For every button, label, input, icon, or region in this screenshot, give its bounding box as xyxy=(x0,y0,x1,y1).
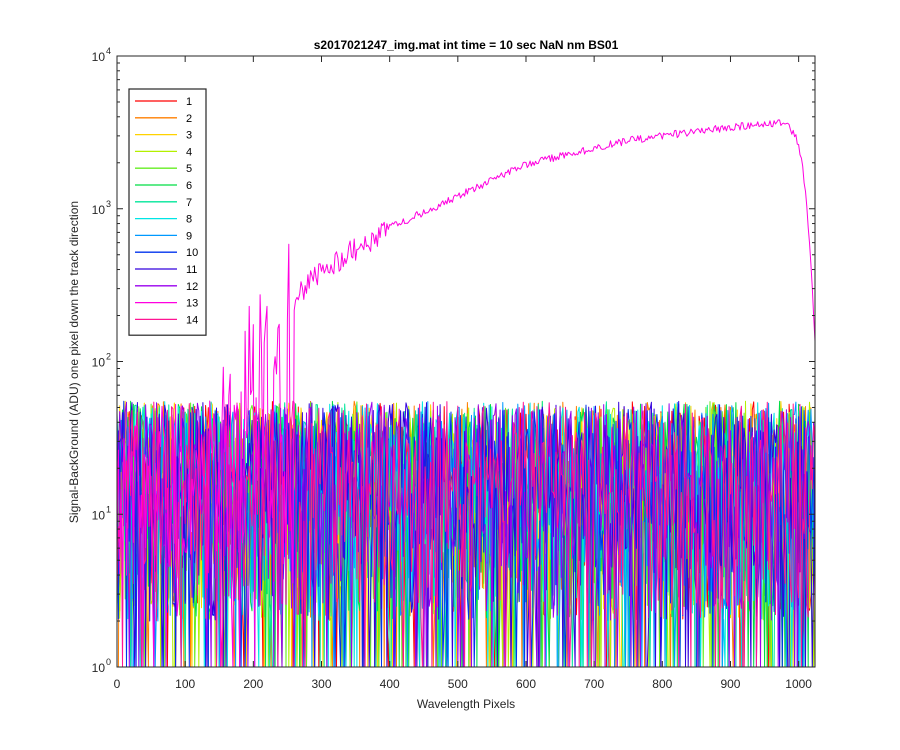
x-tick-label: 0 xyxy=(114,677,121,691)
y-tick-exponent: 1 xyxy=(106,504,111,514)
chart-title: s2017021247_img.mat int time = 10 sec Na… xyxy=(313,38,619,52)
legend-label-13: 13 xyxy=(186,298,198,310)
legend-label-9: 9 xyxy=(186,230,192,242)
x-tick-label: 900 xyxy=(720,677,740,691)
legend-label-1: 1 xyxy=(186,96,192,108)
legend-box xyxy=(128,88,207,336)
legend-label-11: 11 xyxy=(186,264,197,276)
x-tick-label: 400 xyxy=(380,677,400,691)
y-tick-exponent: 2 xyxy=(106,352,111,362)
legend-label-4: 4 xyxy=(186,146,192,158)
legend-label-8: 8 xyxy=(186,214,192,226)
legend-label-5: 5 xyxy=(186,163,192,175)
series-line-14 xyxy=(117,400,815,667)
legend-label-7: 7 xyxy=(186,197,192,209)
legend-label-10: 10 xyxy=(186,247,198,259)
legend-label-14: 14 xyxy=(186,314,198,326)
legend-label-2: 2 xyxy=(186,113,192,125)
x-tick-label: 800 xyxy=(652,677,672,691)
x-tick-label: 200 xyxy=(243,677,263,691)
y-tick-label: 10 xyxy=(92,203,106,217)
x-tick-label: 500 xyxy=(448,677,468,691)
x-tick-label: 100 xyxy=(175,677,195,691)
series-layer xyxy=(117,119,815,667)
y-tick-exponent: 3 xyxy=(106,199,111,209)
y-tick-label: 10 xyxy=(92,50,106,64)
y-tick-label: 10 xyxy=(92,508,106,522)
legend-label-12: 12 xyxy=(186,281,198,293)
y-tick-exponent: 4 xyxy=(106,46,111,56)
x-tick-label: 300 xyxy=(311,677,331,691)
y-tick-exponent: 0 xyxy=(106,657,111,667)
y-axis-label: Signal-BackGround (ADU) one pixel down t… xyxy=(67,200,81,524)
series-line-13 xyxy=(117,119,815,667)
x-tick-label: 700 xyxy=(584,677,604,691)
y-tick-label: 10 xyxy=(92,661,106,675)
x-tick-label: 600 xyxy=(516,677,536,691)
legend-label-6: 6 xyxy=(186,180,192,192)
legend-label-3: 3 xyxy=(186,130,192,142)
x-tick-label: 1000 xyxy=(785,677,812,691)
x-axis-label: Wavelength Pixels xyxy=(416,697,516,711)
y-tick-label: 10 xyxy=(92,356,106,370)
